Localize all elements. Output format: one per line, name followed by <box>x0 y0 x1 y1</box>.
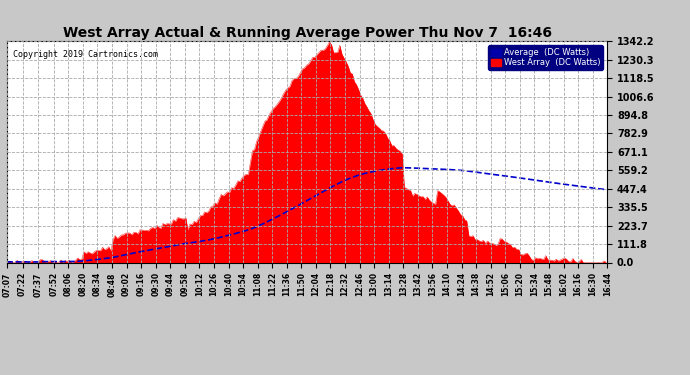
Text: Copyright 2019 Cartronics.com: Copyright 2019 Cartronics.com <box>13 50 158 59</box>
Legend: Average  (DC Watts), West Array  (DC Watts): Average (DC Watts), West Array (DC Watts… <box>489 45 603 70</box>
Title: West Array Actual & Running Average Power Thu Nov 7  16:46: West Array Actual & Running Average Powe… <box>63 26 551 40</box>
